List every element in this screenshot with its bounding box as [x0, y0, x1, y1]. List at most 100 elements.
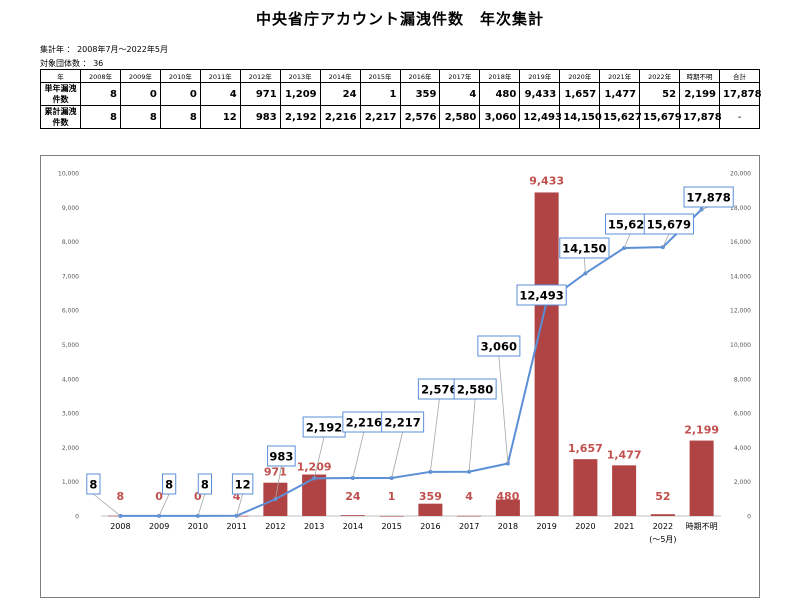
y-left-tick-label: 5,000 — [62, 342, 79, 349]
y-left-tick-label: 4,000 — [62, 376, 79, 383]
table-cell: 2,216 — [319, 105, 361, 129]
table-cell: 2,192 — [279, 105, 321, 129]
table-cell: 3,060 — [479, 105, 521, 129]
bar-value-label: 1 — [388, 490, 396, 503]
cumulative-value-label: 8 — [165, 478, 173, 492]
cumulative-value-label: 8 — [89, 478, 97, 492]
bar-value-label: 1,657 — [568, 442, 603, 455]
table-header-year: 2021年 — [599, 69, 641, 83]
bar — [573, 459, 598, 516]
y-left-tick-label: 6,000 — [62, 308, 79, 315]
table-cell: 2,199 — [679, 82, 720, 106]
cumulative-value-label: 14,150 — [562, 242, 606, 256]
table-cell: 9,433 — [519, 82, 561, 106]
bar — [379, 515, 404, 517]
table-header-year: 時期不明 — [679, 69, 720, 83]
table-cell: 8 — [80, 82, 121, 106]
table-header-year: 2020年 — [559, 69, 601, 83]
table-cell: 2,217 — [359, 105, 401, 129]
x-tick-label: 2016 — [420, 522, 440, 531]
x-tick-label: 2020 — [575, 522, 595, 531]
callout-leader — [623, 233, 631, 249]
bar-value-label: 4 — [233, 490, 241, 503]
x-tick-label: 2017 — [459, 522, 479, 531]
table-row-label: 累計漏洩 件数 — [40, 105, 81, 129]
table-cell: 0 — [119, 82, 161, 106]
table-cell: 8 — [119, 105, 161, 129]
row-label-line1: 単年漏洩 — [44, 84, 77, 93]
table-cell: 1,209 — [279, 82, 321, 106]
cumulative-value-label: 2,216 — [346, 416, 382, 430]
row-label-line2: 件数 — [52, 118, 69, 127]
callout-leader — [583, 257, 586, 274]
table-cell: 12 — [199, 105, 241, 129]
period-note: 集計年 ： 2008年7月～2022年5月 — [40, 45, 168, 54]
table-cell: 1,477 — [599, 82, 641, 106]
bar-value-label: 1,477 — [607, 448, 642, 461]
callout-leader — [429, 398, 440, 472]
table-header-year: 2018年 — [479, 69, 521, 83]
table-cell: 971 — [239, 82, 281, 106]
x-tick-label: 2013 — [304, 522, 324, 531]
callout-leader — [313, 436, 325, 479]
bar — [457, 515, 482, 517]
bar — [418, 503, 443, 516]
table-cell: 8 — [159, 105, 201, 129]
chart-area: 0 1,000 2,000 3,000 4,000 5,000 6,000 7,000 8,00… — [40, 155, 760, 598]
y-right-tick-label: 4,000 — [734, 445, 751, 452]
table-cell: 52 — [639, 82, 681, 106]
table-cell: 15,679 — [639, 105, 682, 129]
y-right-tick-label: 16,000 — [730, 239, 751, 246]
bar — [534, 192, 559, 516]
callout-leader — [93, 493, 121, 517]
table-cell: 4 — [199, 82, 241, 106]
y-right-tick-label: 6,000 — [734, 411, 751, 418]
table-cell: - — [719, 105, 760, 129]
x-tick-label: 2008 — [110, 522, 130, 531]
y-right-tick-label: 14,000 — [730, 273, 751, 280]
bar-value-label: 971 — [264, 466, 287, 479]
table-cell: 359 — [399, 82, 441, 106]
table-header-label: 年 — [40, 69, 81, 83]
y-right-tick-label: 0 — [747, 514, 751, 521]
table-header-year: 2016年 — [399, 69, 441, 83]
callout-leader — [468, 398, 476, 472]
callout-leader — [274, 465, 282, 500]
row-label-line1: 累計漏洩 — [44, 107, 77, 116]
x-tick-label: 2014 — [343, 522, 363, 531]
y-left-tick-label: 3,000 — [62, 411, 79, 418]
callout-box — [162, 473, 177, 495]
callout-leader — [197, 493, 206, 516]
callout-box — [231, 473, 254, 495]
table-header-year: 2012年 — [239, 69, 281, 83]
bar-value-label: 2,199 — [684, 424, 719, 437]
x-tick-label: 2009 — [149, 522, 169, 531]
table-cell: 17,878 — [719, 82, 762, 106]
bar-value-label: 359 — [419, 490, 442, 503]
cumulative-value-label: 2,580 — [457, 383, 493, 397]
cumulative-value-label: 15,627 — [608, 218, 652, 232]
table-cell: 983 — [239, 105, 281, 129]
callout-box — [267, 445, 296, 467]
table-row-label: 単年漏洩 件数 — [40, 82, 81, 106]
cumulative-value-label: 12,493 — [519, 289, 563, 303]
bar — [495, 499, 520, 516]
callout-box — [197, 473, 212, 495]
cumulative-value-label: 15,679 — [647, 218, 691, 232]
line-point — [583, 271, 588, 276]
cumulative-line — [120, 208, 703, 517]
cumulative-value-label: 3,060 — [481, 340, 517, 354]
cumulative-value-label: 8 — [201, 478, 209, 492]
bar-value-label: 9,433 — [529, 174, 564, 187]
cumulative-value-label: 12 — [235, 478, 251, 492]
y-right-tick-label: 10,000 — [730, 342, 751, 349]
x-tick-label: 2015 — [381, 522, 401, 531]
summary-table: 年 2008年 2009年 2010年 2011年 2012年 2013年 2014年 2015… — [40, 69, 762, 129]
table-cell: 1,657 — [559, 82, 601, 106]
callout-leader — [158, 493, 170, 517]
table-cell: 24 — [319, 82, 361, 106]
bar-value-label: 0 — [155, 490, 163, 503]
y-right-tick-label: 20,000 — [730, 171, 751, 178]
table-row: 単年漏洩 件数 8 0 0 4 971 1,209 24 1 359 4 480 9,433 1,657 1,… — [40, 82, 762, 106]
callout-box — [86, 473, 101, 495]
